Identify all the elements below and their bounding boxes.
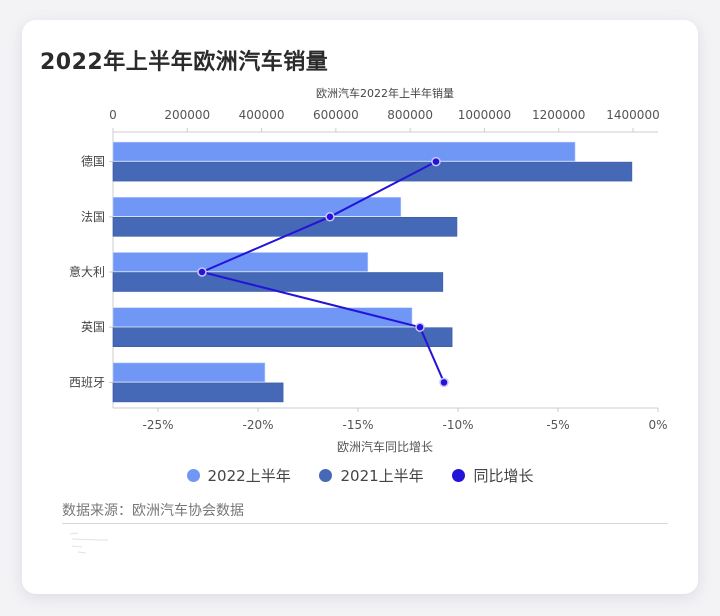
top-axis-tick-label: 200000 bbox=[164, 108, 210, 122]
divider bbox=[62, 523, 668, 524]
yoy-growth-point[interactable] bbox=[197, 267, 207, 277]
bar-2022[interactable] bbox=[112, 307, 413, 328]
top-axis-tick-label: 1400000 bbox=[606, 108, 659, 122]
bar-2021[interactable] bbox=[112, 217, 458, 237]
yoy-growth-line bbox=[198, 160, 445, 383]
top-axis-tick-label: 800000 bbox=[387, 108, 433, 122]
legend-label: 2022上半年 bbox=[207, 467, 291, 485]
yoy-growth-point[interactable] bbox=[431, 156, 441, 167]
bottom-axis-tick-label: -25% bbox=[142, 418, 173, 432]
bottom-axis-tick-label: -20% bbox=[242, 418, 273, 432]
bar-2022[interactable] bbox=[112, 252, 369, 272]
faint-scribble bbox=[69, 532, 108, 554]
legend-dot-2022 bbox=[186, 469, 200, 482]
top-axis-tick-label: 600000 bbox=[313, 108, 359, 122]
bar-2022[interactable] bbox=[112, 197, 402, 217]
legend-label: 2021上半年 bbox=[340, 467, 424, 485]
bar-2021[interactable] bbox=[112, 382, 284, 403]
category-label: 英国 bbox=[81, 320, 105, 334]
legend-dot-yoy bbox=[452, 469, 466, 482]
category-label: 法国 bbox=[81, 210, 105, 224]
yoy-growth-point[interactable] bbox=[439, 377, 449, 388]
yoy-growth-point[interactable] bbox=[325, 212, 335, 222]
bottom-axis-tick-label: -5% bbox=[546, 418, 569, 432]
top-axis-tick-label: 400000 bbox=[239, 108, 285, 122]
top-axis-tick-label: 0 bbox=[109, 108, 117, 122]
legend-dot-2021 bbox=[319, 469, 333, 482]
bottom-axis-title: 欧洲汽车同比增长 bbox=[337, 439, 433, 454]
bar-2021[interactable] bbox=[112, 327, 453, 348]
category-label: 德国 bbox=[81, 154, 105, 169]
top-axis-tick-label: 1000000 bbox=[458, 108, 511, 122]
legend-item-yoy[interactable]: 同比增长 bbox=[452, 465, 533, 486]
category-label: 意大利 bbox=[69, 264, 105, 279]
top-axis-tick-label: 1200000 bbox=[532, 108, 585, 122]
data-source-note: 数据来源：欧洲汽车协会数据 bbox=[62, 503, 244, 519]
bottom-axis-tick-label: -15% bbox=[342, 418, 373, 432]
bar-2022[interactable] bbox=[112, 141, 576, 162]
legend-label: 同比增长 bbox=[473, 467, 534, 485]
bottom-axis-tick-label: -10% bbox=[442, 418, 473, 432]
bar-2022[interactable] bbox=[112, 362, 266, 383]
top-axis-title: 欧洲汽车2022年上半年销量 bbox=[316, 86, 454, 100]
legend: 2022上半年 2021上半年 同比增长 bbox=[0, 465, 720, 486]
bottom-axis-tick-label: 0% bbox=[648, 418, 667, 432]
chart-card bbox=[22, 20, 698, 594]
yoy-growth-point[interactable] bbox=[415, 322, 425, 332]
bar-2021[interactable] bbox=[112, 272, 444, 292]
legend-item-2022[interactable]: 2022上半年 bbox=[186, 465, 291, 486]
bar-2021[interactable] bbox=[112, 161, 633, 182]
category-label: 西班牙 bbox=[69, 375, 105, 389]
legend-item-2021[interactable]: 2021上半年 bbox=[319, 465, 424, 486]
chart-title: 2022年上半年欧洲汽车销量 bbox=[40, 50, 329, 75]
